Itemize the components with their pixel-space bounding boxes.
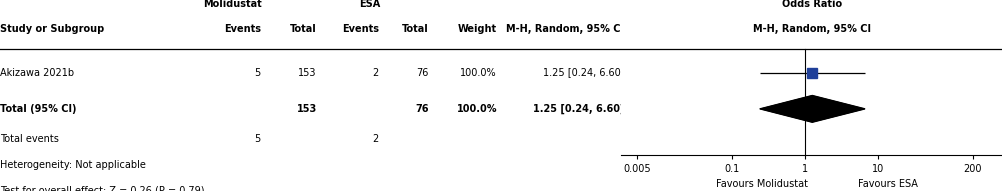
Text: 100.0%: 100.0% <box>457 104 497 114</box>
Text: Total events: Total events <box>0 134 59 144</box>
Polygon shape <box>760 96 865 122</box>
Text: 153: 153 <box>299 68 317 78</box>
Text: Total: Total <box>402 24 429 34</box>
Text: Favours Molidustat: Favours Molidustat <box>716 179 809 189</box>
Text: Total: Total <box>291 24 317 34</box>
Text: 153: 153 <box>297 104 317 114</box>
Text: Akizawa 2021b: Akizawa 2021b <box>0 68 74 78</box>
Text: 100.0%: 100.0% <box>460 68 497 78</box>
Text: 76: 76 <box>416 68 429 78</box>
Text: 2: 2 <box>373 68 379 78</box>
Text: 5: 5 <box>255 134 261 144</box>
Text: Weight: Weight <box>458 24 497 34</box>
Text: Test for overall effect: Z = 0.26 (P = 0.79): Test for overall effect: Z = 0.26 (P = 0… <box>0 185 204 191</box>
Text: ESA: ESA <box>359 0 381 9</box>
Text: Events: Events <box>223 24 261 34</box>
Text: Heterogeneity: Not applicable: Heterogeneity: Not applicable <box>0 160 146 170</box>
Text: Molidustat: Molidustat <box>203 0 263 9</box>
Text: Events: Events <box>342 24 379 34</box>
Text: 1.25 [0.24, 6.60]: 1.25 [0.24, 6.60] <box>543 68 624 78</box>
Text: Total (95% CI): Total (95% CI) <box>0 104 76 114</box>
Text: 1.25 [0.24, 6.60]: 1.25 [0.24, 6.60] <box>533 104 624 114</box>
Text: Favours ESA: Favours ESA <box>858 179 918 189</box>
Text: M-H, Random, 95% CI: M-H, Random, 95% CI <box>506 24 624 34</box>
Text: M-H, Random, 95% CI: M-H, Random, 95% CI <box>753 24 871 34</box>
Text: 5: 5 <box>255 68 261 78</box>
Text: 2: 2 <box>373 134 379 144</box>
Text: Study or Subgroup: Study or Subgroup <box>0 24 104 34</box>
Text: 76: 76 <box>415 104 429 114</box>
Text: Odds Ratio: Odds Ratio <box>782 0 842 9</box>
